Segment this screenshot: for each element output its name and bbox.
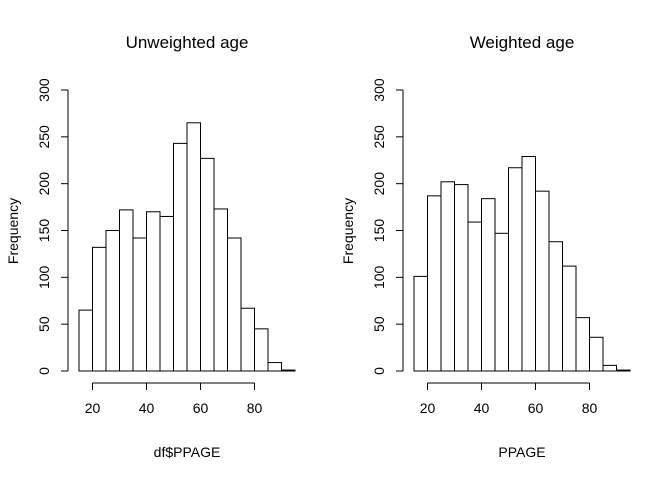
histogram-bar bbox=[454, 184, 469, 372]
x-tick-label: 40 bbox=[139, 400, 155, 416]
histogram-bar bbox=[240, 307, 255, 372]
histogram-bar bbox=[575, 317, 590, 372]
unweighted-age-panel: Unweighted age df$PPAGE Frequency 0 50 100… bbox=[5, 33, 296, 460]
y-axis-label: Frequency bbox=[340, 198, 356, 264]
histogram-bar bbox=[521, 156, 536, 372]
y-tick-label: 250 bbox=[36, 125, 52, 149]
y-axis-label: Frequency bbox=[5, 198, 21, 264]
histogram-bar bbox=[467, 221, 482, 372]
y-tick-label: 100 bbox=[36, 265, 52, 289]
histogram-bar bbox=[602, 364, 617, 372]
histogram-bar bbox=[146, 211, 161, 372]
histogram-bar bbox=[159, 215, 174, 372]
x-tick-label: 60 bbox=[528, 400, 544, 416]
y-tick-label: 50 bbox=[36, 316, 52, 332]
y-tick-label: 0 bbox=[36, 367, 52, 375]
x-tick-label: 80 bbox=[582, 400, 598, 416]
histogram-bar bbox=[494, 232, 509, 372]
x-tick-label: 20 bbox=[420, 400, 436, 416]
histogram-bar bbox=[105, 230, 120, 372]
histogram-bar bbox=[92, 246, 107, 372]
y-tick-label: 200 bbox=[36, 172, 52, 196]
histogram-bar bbox=[186, 122, 201, 372]
histogram-bar bbox=[213, 208, 228, 372]
chart-title: Unweighted age bbox=[126, 33, 249, 52]
y-tick-label: 150 bbox=[371, 219, 387, 243]
histogram-bar bbox=[481, 198, 496, 372]
histogram-bar bbox=[267, 362, 282, 372]
x-tick-label: 60 bbox=[193, 400, 209, 416]
histogram-bar bbox=[508, 167, 523, 372]
histogram-bar bbox=[616, 369, 631, 372]
y-tick-label: 150 bbox=[36, 219, 52, 243]
histogram-bar bbox=[413, 275, 428, 372]
histogram-bar bbox=[119, 209, 134, 372]
y-tick-label: 50 bbox=[371, 316, 387, 332]
y-tick-label: 200 bbox=[371, 172, 387, 196]
histogram-bar bbox=[200, 157, 215, 372]
histogram-bar bbox=[562, 265, 577, 372]
histogram-bar bbox=[254, 328, 269, 372]
weighted-age-panel: Weighted age PPAGE Frequency 0 50 100 150 20… bbox=[340, 33, 631, 460]
y-tick-label: 300 bbox=[371, 78, 387, 102]
histogram-bar bbox=[535, 190, 550, 372]
histogram-bar bbox=[132, 237, 147, 372]
x-tick-label: 40 bbox=[474, 400, 490, 416]
y-tick-label: 100 bbox=[371, 265, 387, 289]
chart-title: Weighted age bbox=[470, 33, 575, 52]
histogram-bar bbox=[78, 309, 93, 372]
x-tick-label: 20 bbox=[85, 400, 101, 416]
histogram-bar bbox=[427, 195, 442, 372]
x-axis-label: df$PPAGE bbox=[154, 444, 221, 460]
histogram-bar bbox=[548, 241, 563, 372]
y-tick-label: 250 bbox=[371, 125, 387, 149]
histogram-bar bbox=[173, 142, 188, 372]
x-tick-label: 80 bbox=[247, 400, 263, 416]
histogram-bar bbox=[227, 237, 242, 372]
x-axis-label: PPAGE bbox=[498, 444, 545, 460]
y-tick-label: 300 bbox=[36, 78, 52, 102]
y-tick-label: 0 bbox=[371, 367, 387, 375]
histogram-bar bbox=[281, 369, 296, 372]
histogram-bar bbox=[440, 181, 455, 372]
histogram-bar bbox=[589, 336, 604, 372]
